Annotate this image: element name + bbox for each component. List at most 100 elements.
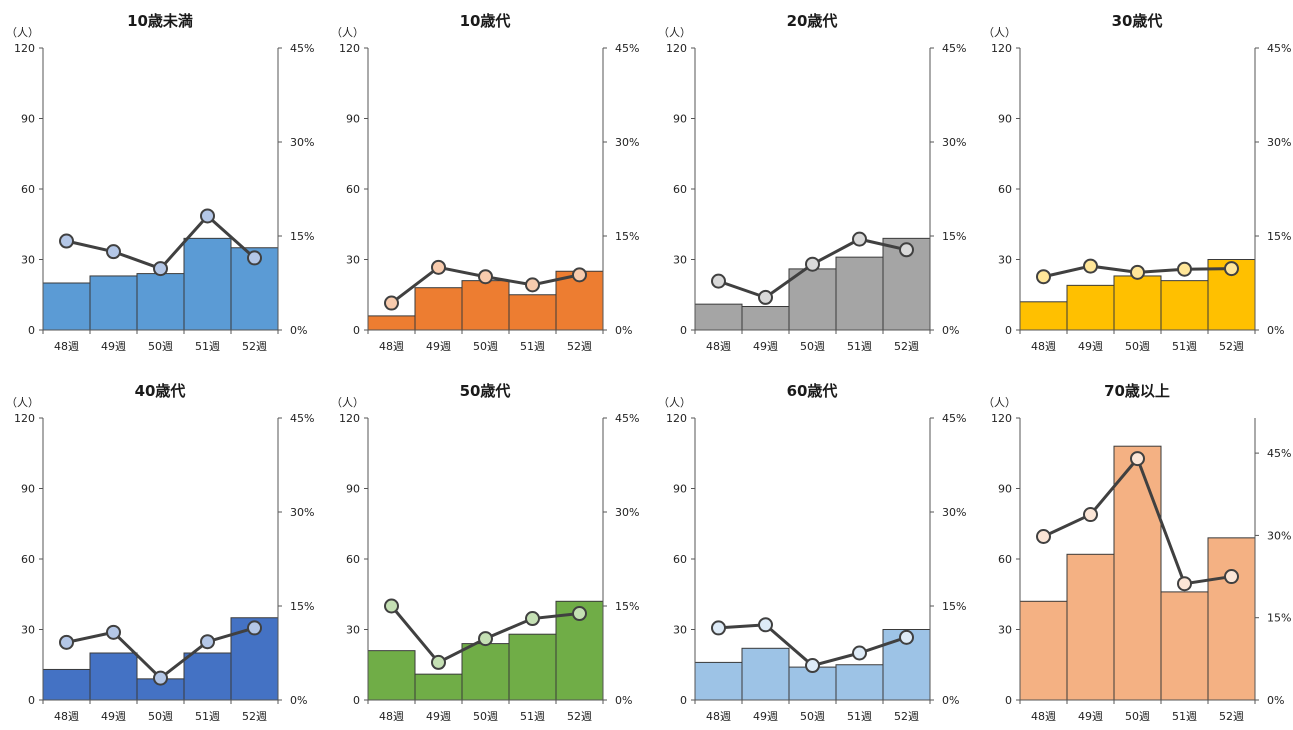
y-left-tick-label: 30 bbox=[21, 624, 35, 637]
y-left-tick-label: 30 bbox=[998, 624, 1012, 637]
y-left-tick-label: 30 bbox=[673, 624, 687, 637]
x-tick-label: 49週 bbox=[1078, 340, 1103, 353]
chart-panel: 70歳以上 （人） 0 30 60 90 120 0% 15% 30% 45% 48週 49週 50週… bbox=[977, 370, 1293, 730]
rate-point bbox=[431, 259, 446, 275]
rate-point bbox=[572, 267, 587, 283]
x-tick-label: 52週 bbox=[567, 340, 592, 353]
y-right-tick-label: 15% bbox=[615, 230, 639, 243]
y-left-tick-label: 0 bbox=[1005, 694, 1012, 707]
y-left-tick-label: 30 bbox=[673, 254, 687, 267]
y-right-tick-label: 30% bbox=[615, 136, 639, 149]
y-left-tick-label: 120 bbox=[666, 42, 687, 55]
chart-panel: 40歳代 （人） 0 30 60 90 120 0% 15% 30% 45% 48週 49週 50週 5… bbox=[0, 370, 320, 730]
y-unit-label: （人） bbox=[6, 26, 39, 39]
y-right-tick-label: 30% bbox=[942, 506, 966, 519]
rate-point bbox=[200, 208, 215, 224]
bar bbox=[42, 668, 91, 701]
bar bbox=[1019, 301, 1068, 331]
bar bbox=[788, 268, 837, 331]
bar bbox=[1207, 537, 1256, 701]
x-tick-label: 50週 bbox=[473, 710, 498, 723]
x-tick-label: 50週 bbox=[800, 340, 825, 353]
x-tick-label: 50週 bbox=[1125, 710, 1150, 723]
y-left-tick-label: 60 bbox=[998, 183, 1012, 196]
y-left-tick-label: 90 bbox=[673, 483, 687, 496]
bar bbox=[183, 237, 232, 331]
x-tick-label: 48週 bbox=[54, 710, 79, 723]
chart-title: 10歳未満 bbox=[127, 12, 193, 30]
chart-plot: 0 30 60 90 120 0% 15% 30% 45% 48週 49週 50週 51週 52週 bbox=[666, 42, 966, 353]
y-left-tick-label: 120 bbox=[14, 42, 35, 55]
y-right-tick-label: 0% bbox=[615, 324, 632, 337]
y-left-tick-label: 90 bbox=[998, 483, 1012, 496]
y-left-tick-label: 0 bbox=[353, 694, 360, 707]
y-left-tick-label: 90 bbox=[21, 113, 35, 126]
rate-point bbox=[478, 269, 493, 285]
bar bbox=[367, 650, 416, 701]
x-tick-label: 49週 bbox=[426, 710, 451, 723]
rate-point bbox=[899, 629, 914, 645]
chart-plot: 0 30 60 90 120 0% 15% 30% 45% 48週 49週 50週 51週 52週 bbox=[991, 412, 1291, 723]
x-tick-label: 52週 bbox=[1219, 710, 1244, 723]
y-right-tick-label: 45% bbox=[1267, 42, 1291, 55]
chart-panel: 20歳代 （人） 0 30 60 90 120 0% 15% 30% 45% 48週 49週 50週 5… bbox=[652, 0, 972, 360]
chart-title: 70歳以上 bbox=[1104, 382, 1170, 400]
rate-point bbox=[247, 620, 262, 636]
y-left-tick-label: 0 bbox=[680, 694, 687, 707]
y-left-tick-label: 120 bbox=[14, 412, 35, 425]
x-tick-label: 52週 bbox=[894, 710, 919, 723]
x-tick-label: 51週 bbox=[1172, 710, 1197, 723]
chart-panel: 10歳代 （人） 0 30 60 90 120 0% 15% 30% 45% 48週 49週 50週 5… bbox=[325, 0, 645, 360]
chart-plot: 0 30 60 90 120 0% 15% 30% 45% 48週 49週 50週 51週 52週 bbox=[339, 42, 639, 353]
y-right-tick-label: 0% bbox=[1267, 324, 1284, 337]
x-tick-label: 50週 bbox=[800, 710, 825, 723]
y-right-tick-label: 30% bbox=[290, 506, 314, 519]
bar bbox=[1160, 591, 1209, 701]
y-left-tick-label: 30 bbox=[21, 254, 35, 267]
y-left-tick-label: 90 bbox=[346, 483, 360, 496]
x-tick-label: 51週 bbox=[847, 710, 872, 723]
y-right-tick-label: 0% bbox=[290, 324, 307, 337]
y-left-tick-label: 60 bbox=[998, 553, 1012, 566]
x-tick-label: 48週 bbox=[379, 340, 404, 353]
y-right-tick-label: 15% bbox=[1267, 612, 1291, 625]
rate-point bbox=[572, 606, 587, 622]
bar bbox=[835, 256, 884, 331]
chart-panel: 30歳代 （人） 0 30 60 90 120 0% 15% 30% 45% 48週 49週 50週 5… bbox=[977, 0, 1293, 360]
bar bbox=[136, 273, 185, 331]
x-tick-label: 50週 bbox=[473, 340, 498, 353]
bar bbox=[1019, 600, 1068, 701]
y-unit-label: （人） bbox=[658, 396, 691, 409]
rate-point bbox=[852, 645, 867, 661]
y-right-tick-label: 45% bbox=[615, 42, 639, 55]
bar bbox=[741, 647, 790, 701]
bar bbox=[1113, 445, 1162, 701]
bar bbox=[367, 315, 416, 331]
y-right-tick-label: 30% bbox=[615, 506, 639, 519]
y-right-tick-label: 0% bbox=[290, 694, 307, 707]
x-tick-label: 52週 bbox=[242, 340, 267, 353]
bar bbox=[694, 303, 743, 331]
rate-point bbox=[1224, 261, 1239, 277]
y-left-tick-label: 30 bbox=[998, 254, 1012, 267]
y-right-tick-label: 0% bbox=[1267, 694, 1284, 707]
rate-point bbox=[247, 250, 262, 266]
y-unit-label: （人） bbox=[331, 26, 364, 39]
rate-point bbox=[478, 631, 493, 647]
y-left-tick-label: 120 bbox=[339, 412, 360, 425]
chart-title: 50歳代 bbox=[459, 382, 511, 400]
rate-point bbox=[899, 242, 914, 258]
chart-plot: 0 30 60 90 120 0% 15% 30% 45% 48週 49週 50週 51週 52週 bbox=[666, 412, 966, 723]
y-left-tick-label: 0 bbox=[28, 324, 35, 337]
chart-title: 10歳代 bbox=[459, 12, 511, 30]
bar bbox=[1160, 280, 1209, 331]
x-tick-label: 52週 bbox=[567, 710, 592, 723]
y-left-tick-label: 120 bbox=[991, 42, 1012, 55]
x-tick-label: 51週 bbox=[520, 710, 545, 723]
rate-point bbox=[525, 277, 540, 293]
rate-point bbox=[153, 261, 168, 277]
y-left-tick-label: 90 bbox=[998, 113, 1012, 126]
y-left-tick-label: 60 bbox=[21, 183, 35, 196]
rate-point bbox=[852, 231, 867, 247]
